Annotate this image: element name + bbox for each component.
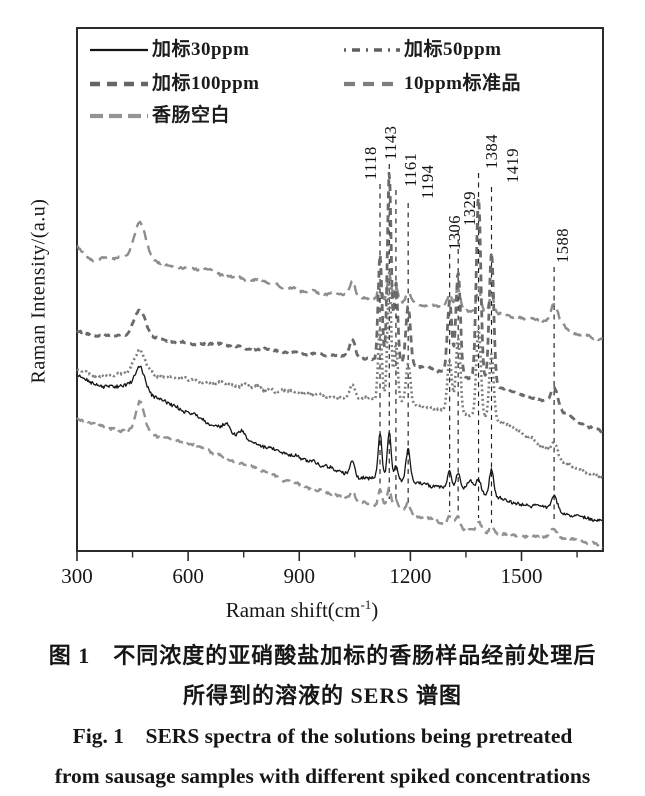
peak-label-1384: 1384	[482, 134, 502, 169]
dashed-gray-line-icon	[344, 81, 400, 86]
peak-label-1143: 1143	[380, 125, 400, 160]
legend-label-香肠空白: 香肠空白	[152, 105, 231, 126]
legend-label-10ppm标准品: 10ppm标准品	[404, 73, 521, 94]
spectrum-curve-加标100ppm	[75, 171, 604, 434]
caption-en-line2: from sausage samples with different spik…	[54, 764, 591, 788]
peak-label-1118: 1118	[360, 146, 380, 180]
caption-zh-line2: 所得到的溶液的 SERS 谱图	[182, 683, 463, 708]
y-axis-title: Raman Intensity/(a.u)	[27, 198, 50, 384]
dotted-gray-line-icon	[344, 47, 400, 52]
legend-item-加标30ppm: 加标30ppm	[90, 40, 249, 59]
legend-item-10ppm标准品: 10ppm标准品	[344, 74, 521, 93]
spectrum-curve-10ppm标准品	[76, 399, 604, 549]
solid-black-line-icon	[90, 48, 148, 51]
dashed-darkgray-line-icon	[90, 81, 148, 86]
caption-zh-line1: 图 1 不同浓度的亚硝酸盐加标的香肠样品经前处理后	[48, 643, 597, 668]
spectrum-curve-香肠空白	[76, 220, 604, 342]
peak-label-1588: 1588	[552, 228, 572, 263]
spectrum-curve-加标50ppm	[76, 275, 604, 480]
longdash-lightgray-line-icon	[90, 113, 148, 118]
legend-label-加标100ppm: 加标100ppm	[152, 73, 260, 94]
legend-item-香肠空白: 香肠空白	[90, 106, 230, 125]
plot-canvas	[75, 27, 604, 561]
x-tick-label-1200: 1200	[389, 564, 432, 588]
legend-label-加标50ppm: 加标50ppm	[404, 39, 502, 60]
plot-frame	[76, 27, 604, 552]
legend-label-加标30ppm: 加标30ppm	[152, 39, 250, 60]
caption-en-line1: Fig. 1 SERS spectra of the solutions bei…	[72, 724, 573, 748]
x-axis-title: Raman shift(cm-1)	[226, 597, 379, 623]
x-tick-label-900: 900	[283, 564, 316, 588]
peak-label-1329: 1329	[459, 191, 479, 226]
x-tick-label-1500: 1500	[500, 564, 543, 588]
legend-item-加标100ppm: 加标100ppm	[90, 74, 259, 93]
x-axis-title-superscript: -1	[360, 597, 372, 612]
x-axis-title-close: )	[371, 598, 379, 622]
peak-label-1419: 1419	[503, 148, 522, 183]
x-axis-title-text: Raman shift(cm	[225, 598, 361, 622]
x-tick-label-600: 600	[172, 564, 204, 588]
spectrum-curve-加标30ppm	[76, 365, 603, 522]
peak-label-1161: 1161	[401, 152, 421, 187]
figure-caption: 图 1 不同浓度的亚硝酸盐加标的香肠样品经前处理后 所得到的溶液的 SERS 谱…	[0, 636, 645, 796]
x-tick-label-300: 300	[61, 564, 93, 588]
legend-item-加标50ppm: 加标50ppm	[344, 40, 501, 59]
peak-label-1194: 1194	[417, 164, 437, 199]
